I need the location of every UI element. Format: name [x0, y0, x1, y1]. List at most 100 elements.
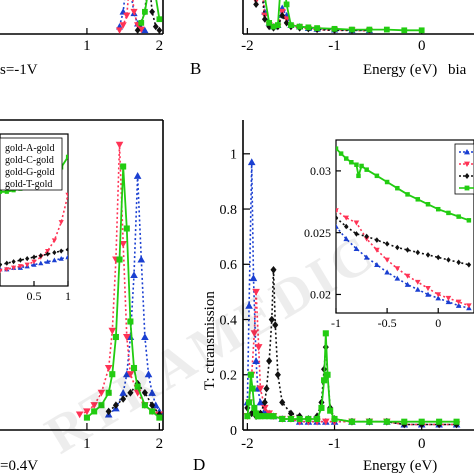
bottom-right-inset-series-1-point — [414, 279, 421, 285]
bottom-right-series-1-point — [256, 385, 265, 393]
bottom-right-series-3-point — [266, 413, 273, 420]
bottom-right-inset: -1 -0.5 0 0.02 0.025 0.03 — [304, 139, 474, 330]
bottom-left-series-2-point — [127, 389, 134, 397]
bottom-right-inset-series-0-point — [414, 286, 421, 292]
bottom-left-series-1-point — [83, 408, 91, 416]
bottom-right-series-2-point — [279, 398, 286, 407]
bottom-left-inset-series-0-point — [38, 260, 44, 266]
bottom-right-inset-series-2-point — [415, 249, 421, 256]
bottom-left-inset-series-1-point — [51, 238, 57, 243]
bottom-left-inset-series-0-point — [58, 256, 64, 261]
bottom-right-inset-y-tick-label: 0.02 — [310, 288, 331, 302]
bottom-right-series-3-point — [331, 415, 338, 422]
bottom-left-series-3-point — [120, 163, 127, 170]
top-right-series-3-point — [288, 22, 294, 28]
bottom-right-y-tick-label: 1 — [230, 148, 237, 163]
top-right-series-3-point — [331, 25, 338, 32]
top-right-series-3-point — [314, 25, 320, 31]
bottom-right-inset-series-3-point — [338, 151, 344, 156]
bottom-right-series-2-point — [266, 357, 273, 365]
top-right-series-3-point — [383, 26, 390, 33]
bottom-left-inset-series-0-point — [31, 262, 37, 267]
top-left-series-3-point — [142, 8, 148, 15]
bottom-right-series-0-point — [245, 301, 253, 309]
top-right-series-2-point — [279, 11, 286, 20]
top-right-series-3-point — [283, 1, 290, 8]
bottom-right-inset-series-0-point — [343, 236, 350, 242]
bottom-left-series-0-point — [130, 271, 138, 279]
bottom-left-inset-series-1-point — [58, 220, 64, 225]
bottom-right-series-0-point — [256, 398, 265, 406]
top-left-series-2-point — [152, 23, 159, 31]
bottom-right-inset-series-0-point — [384, 269, 390, 275]
top-right-series-3-point — [274, 22, 281, 28]
bottom-left-inset-series-2-point — [31, 254, 37, 260]
legend-swatch-marker — [464, 173, 470, 179]
panel-top-right: -2 -1 0 Energy (eV) bia B — [190, 0, 474, 78]
bottom-right-series-3-point — [324, 371, 331, 378]
top-right-series-3-point — [296, 23, 303, 30]
bottom-right-series-3-point — [366, 418, 373, 425]
bottom-right-inset-x-tick-label: 0 — [435, 316, 441, 330]
legend-entry-label: gold-G-gold — [5, 167, 54, 178]
bottom-left-inset-series-0-point — [45, 259, 51, 264]
bottom-left-series-3-point — [123, 225, 130, 232]
bottom-right-inset-series-2-point — [446, 257, 451, 263]
bottom-left-series-1-point — [104, 364, 113, 372]
bottom-right-series-3-point — [418, 418, 425, 425]
bottom-left-inset-series-1-point — [0, 268, 3, 274]
legend-entry-label: gold-C-gold — [5, 155, 54, 166]
bottom-left-series-0-point — [148, 389, 156, 396]
bottom-left-plot-area — [75, 141, 163, 421]
bottom-left-series-1-point — [119, 240, 127, 248]
top-left-series-2-point — [156, 26, 163, 34]
bottom-right-inset-series-0-point — [394, 275, 401, 281]
bottom-right-inset-series-3-point — [354, 162, 359, 167]
bottom-right-inset-y-tick-label: 0.025 — [304, 226, 331, 240]
top-right-caption: bia — [448, 62, 467, 78]
bottom-right-inset-series-3-point — [359, 163, 364, 169]
bottom-right-inset-series-2-point — [405, 247, 410, 253]
bottom-right-inset-series-2-point — [336, 215, 339, 221]
bottom-right-series-3-point — [287, 415, 294, 422]
bottom-right-inset-series-1-point — [425, 286, 431, 292]
bottom-right-series-3-point — [296, 415, 303, 422]
bottom-right-series-3-point — [246, 399, 253, 406]
bottom-right-inset-series-3-point — [384, 179, 390, 185]
bottom-left-series-0-point — [141, 333, 149, 341]
bottom-right-inset-series-0-point — [363, 254, 370, 260]
bottom-left-inset-legend — [0, 137, 63, 191]
bottom-right-series-3-point — [348, 418, 356, 425]
bottom-right-series-2-point — [270, 266, 277, 274]
top-right-x-tick-label: 0 — [418, 38, 426, 54]
bottom-right-inset-series-0-point — [435, 295, 442, 301]
bottom-right-x-tick-label: 0 — [418, 436, 426, 452]
bottom-left-inset-series-2-point — [45, 251, 50, 257]
top-right-series-3-point — [305, 24, 312, 31]
top-right-series-3-point — [349, 26, 355, 33]
bottom-right-inset-series-1-point — [374, 247, 380, 253]
bottom-right-series-3-point — [270, 413, 277, 420]
bottom-left-series-3-point — [156, 414, 163, 421]
bottom-right-series-2-point — [268, 315, 275, 324]
legend-entry-label: gold-T-gold — [5, 179, 52, 190]
top-left-series-3-point — [138, 20, 145, 26]
top-right-series-2-point — [283, 19, 290, 27]
bottom-left-inset-series-3-point — [0, 189, 3, 194]
bottom-left-series-0-point — [137, 255, 146, 263]
bottom-right-inset-series-2-point — [374, 237, 380, 243]
top-right-series-3-point — [418, 27, 425, 34]
bottom-left-inset-x-tick-label: 0.5 — [27, 289, 42, 303]
bottom-left-series-3-point — [149, 408, 156, 415]
bottom-right-inset-series-0-point — [336, 223, 339, 229]
bottom-left-inset-series-3-point — [65, 154, 68, 159]
bottom-right-inset-series-1-line — [336, 209, 470, 307]
top-right-plot-area — [253, 0, 425, 34]
bottom-right-inset-series-3-point — [356, 173, 361, 179]
panel-label-d: D — [193, 455, 205, 474]
bottom-left-series-1-point — [115, 141, 124, 149]
bottom-right-inset-plot-area — [336, 146, 472, 311]
bottom-right-inset-series-1-point — [455, 299, 462, 305]
